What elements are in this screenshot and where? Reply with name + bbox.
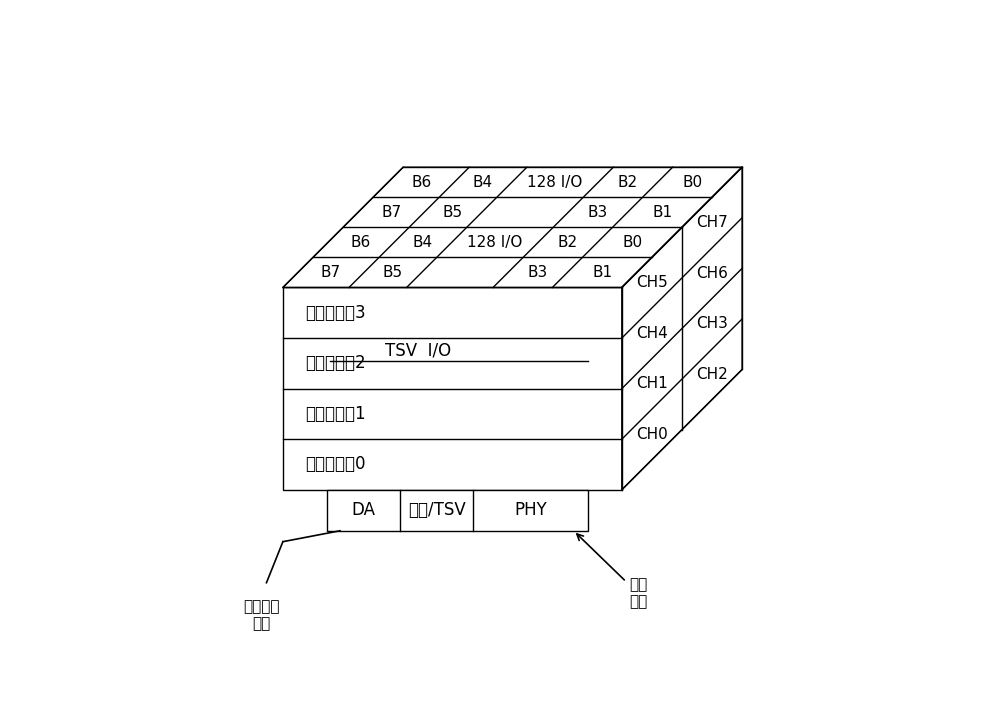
Polygon shape xyxy=(622,168,742,490)
Text: B5: B5 xyxy=(443,204,463,220)
Text: B0: B0 xyxy=(622,235,642,250)
Text: TSV  I/O: TSV I/O xyxy=(385,342,451,360)
Text: B7: B7 xyxy=(381,204,401,220)
Text: CH3: CH3 xyxy=(696,316,728,331)
Polygon shape xyxy=(327,490,588,531)
Text: 存储器芯片1: 存储器芯片1 xyxy=(305,405,365,423)
Text: B1: B1 xyxy=(592,265,612,280)
Text: B1: B1 xyxy=(652,204,672,220)
Text: CH6: CH6 xyxy=(696,266,728,280)
Text: B6: B6 xyxy=(411,175,431,190)
Text: B3: B3 xyxy=(588,204,608,220)
Text: B2: B2 xyxy=(558,235,578,250)
Text: CH1: CH1 xyxy=(636,376,668,391)
Text: B5: B5 xyxy=(383,265,403,280)
Text: 直接测试
焊盘: 直接测试 焊盘 xyxy=(243,599,279,631)
Text: 128 I/O: 128 I/O xyxy=(467,235,523,250)
Text: 逻辑
芯牌: 逻辑 芯牌 xyxy=(577,534,647,610)
Text: CH4: CH4 xyxy=(636,326,668,341)
Text: 电源/TSV: 电源/TSV xyxy=(408,501,465,519)
Text: PHY: PHY xyxy=(514,501,547,519)
Text: 128 I/O: 128 I/O xyxy=(527,175,583,190)
Text: B2: B2 xyxy=(618,175,638,190)
Polygon shape xyxy=(283,288,622,490)
Text: 存储器芯片3: 存储器芯片3 xyxy=(305,304,365,322)
Text: CH2: CH2 xyxy=(696,367,728,382)
Text: CH0: CH0 xyxy=(636,427,668,442)
Text: DA: DA xyxy=(351,501,375,519)
Text: B6: B6 xyxy=(351,235,371,250)
Text: 存储器芯片0: 存储器芯片0 xyxy=(305,456,365,474)
Text: 存储器芯片2: 存储器芯片2 xyxy=(305,354,365,372)
Text: B4: B4 xyxy=(473,175,493,190)
Text: B0: B0 xyxy=(682,175,702,190)
Text: B7: B7 xyxy=(321,265,341,280)
Text: CH5: CH5 xyxy=(636,275,668,290)
Polygon shape xyxy=(283,168,742,288)
Text: B4: B4 xyxy=(413,235,433,250)
Text: CH7: CH7 xyxy=(696,215,728,230)
Text: B3: B3 xyxy=(528,265,548,280)
